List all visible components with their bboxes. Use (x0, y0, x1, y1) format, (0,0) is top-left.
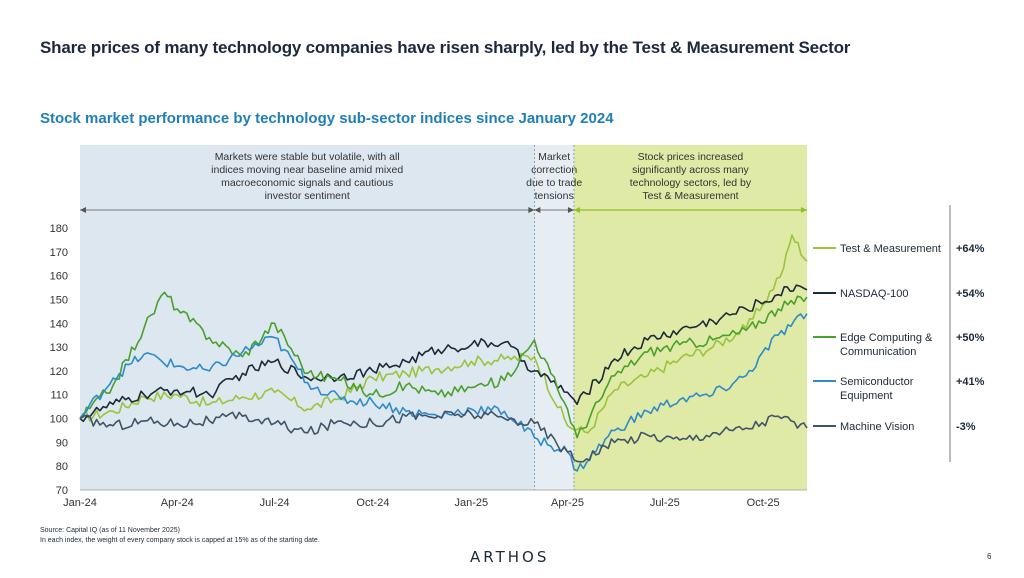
legend-label-4: Machine Vision (840, 421, 914, 433)
period-annotation-2-line-2: technology sectors, led by (630, 177, 752, 189)
x-tick-label: Jan-25 (454, 497, 488, 509)
y-tick-label: 100 (50, 414, 68, 426)
y-tick-label: 160 (50, 271, 68, 283)
series-line-1 (79, 284, 808, 423)
source-note: Source: Capital IQ (as of 11 November 20… (40, 526, 320, 546)
page-headline: Share prices of many technology companie… (40, 38, 851, 57)
series-line-4 (79, 409, 808, 463)
legend-label-1: NASDAQ-100 (840, 288, 908, 300)
legend-label-2: Communication (840, 346, 916, 358)
period-annotation-2-line-1: significantly across many (632, 164, 749, 176)
period-annotation-1-line-2: due to trade (526, 177, 582, 189)
period-arrow-left-0 (80, 207, 86, 213)
legend-change-0: +64% (956, 243, 985, 255)
legend-change-3: +41% (956, 376, 985, 388)
y-tick-label: 180 (50, 223, 68, 235)
period-annotation-1-line-0: Market (538, 151, 570, 163)
legend-change-1: +54% (956, 288, 985, 300)
x-tick-label: Jul-24 (260, 497, 290, 509)
y-tick-label: 110 (50, 390, 68, 402)
source-line-2: In each index, the weight of every compa… (40, 537, 320, 544)
period-annotation-0-line-0: Markets were stable but volatile, with a… (215, 151, 400, 163)
y-tick-label: 130 (50, 342, 68, 354)
y-tick-label: 120 (50, 366, 68, 378)
x-tick-label: Apr-25 (551, 497, 584, 509)
legend-change-2: +50% (956, 332, 985, 344)
period-arrow-left-1 (534, 207, 541, 213)
period-annotation-0-line-3: investor sentiment (265, 190, 350, 202)
y-tick-label: 140 (50, 318, 68, 330)
y-tick-label: 80 (56, 461, 68, 473)
legend-label-2: Edge Computing & (840, 332, 933, 344)
period-arrow-right-1 (567, 207, 574, 213)
legend-change-4: -3% (956, 421, 976, 433)
period-annotation-1-line-1: correction (531, 164, 577, 176)
source-line-1: Source: Capital IQ (as of 11 November 20… (40, 527, 180, 534)
y-tick-label: 90 (56, 437, 68, 449)
period-arrow-left-2 (573, 207, 580, 213)
brand-logo: ARTHOS (470, 548, 550, 566)
legend-label-0: Test & Measurement (840, 243, 941, 255)
legend-label-3: Equipment (840, 390, 893, 402)
legend-label-3: Semiconductor (840, 376, 914, 388)
period-arrow-right-0 (528, 207, 535, 213)
x-tick-label: Oct-24 (356, 497, 389, 509)
period-annotation-0-line-1: indices moving near baseline amid mixed (211, 164, 403, 176)
period-annotation-2-line-3: Test & Measurement (642, 190, 738, 202)
period-annotation-1-line-3: tensions (535, 190, 574, 202)
y-tick-label: 150 (50, 294, 68, 306)
y-tick-label: 70 (56, 485, 68, 497)
x-tick-label: Oct-25 (747, 497, 780, 509)
x-tick-label: Jul-25 (650, 497, 680, 509)
chart-title: Stock market performance by technology s… (40, 110, 614, 127)
period-region-2 (573, 145, 807, 490)
period-region-1 (534, 145, 574, 490)
x-tick-label: Apr-24 (161, 497, 194, 509)
period-annotation-2-line-0: Stock prices increased (638, 151, 744, 163)
period-arrow-right-2 (801, 207, 807, 213)
page-number: 6 (987, 552, 992, 561)
period-annotation-0-line-2: macroeconomic signals and cautious (221, 177, 393, 189)
series-line-2 (79, 291, 808, 439)
series-line-0 (79, 234, 808, 434)
y-tick-label: 170 (50, 247, 68, 259)
x-tick-label: Jan-24 (63, 497, 97, 509)
